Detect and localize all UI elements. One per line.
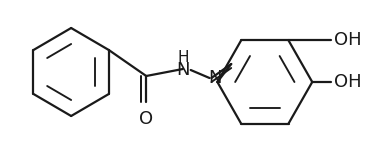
Text: N: N	[209, 69, 222, 87]
Text: N: N	[176, 61, 190, 79]
Text: O: O	[139, 110, 153, 128]
Text: OH: OH	[334, 31, 362, 49]
Text: OH: OH	[334, 73, 362, 91]
Text: H: H	[177, 50, 188, 66]
